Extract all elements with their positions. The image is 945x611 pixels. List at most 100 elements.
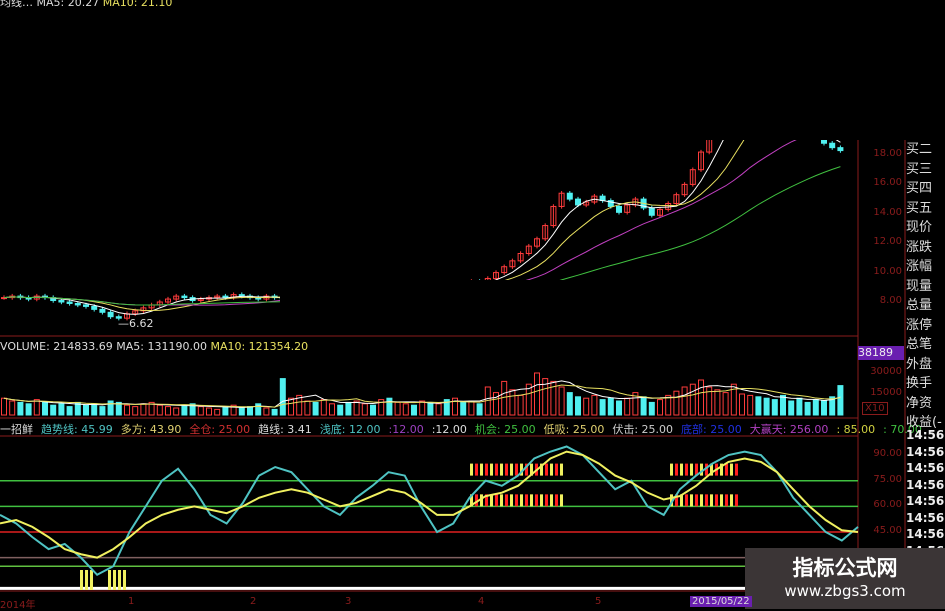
candle	[648, 207, 655, 216]
indicator-value: : 70.00	[883, 423, 922, 436]
volume-bar	[804, 401, 811, 416]
candle	[66, 301, 73, 304]
candle	[525, 245, 532, 254]
x-tick: 1	[128, 596, 135, 607]
volume-bar	[33, 399, 40, 416]
volume-bar	[427, 401, 434, 416]
signal-bar	[485, 463, 488, 476]
trade-time: 14:56	[906, 527, 945, 541]
low-annotation: —6.62	[118, 317, 154, 330]
candle	[173, 295, 180, 300]
candle	[58, 300, 65, 303]
signal-bar	[690, 494, 693, 507]
price-tick: 16.00	[873, 177, 902, 189]
volume-bar	[607, 397, 614, 416]
volume-bar	[435, 403, 442, 416]
candle	[74, 302, 81, 306]
quote-label: 净资	[906, 395, 933, 411]
signal-bar	[550, 463, 553, 476]
signal-bar	[530, 494, 533, 507]
candle	[698, 151, 704, 171]
signal-bar	[475, 494, 478, 507]
ma10-value: MA10: 21.10	[102, 0, 173, 9]
candle	[829, 142, 836, 149]
signal-bar	[560, 463, 563, 476]
volume-bar	[517, 394, 524, 416]
signal-bar	[670, 494, 673, 507]
indicator-value: 趋线: 3.41	[258, 423, 312, 436]
signal-bar	[510, 463, 513, 476]
candle	[837, 147, 844, 152]
signal-bar	[495, 463, 498, 476]
volume-bar	[345, 401, 352, 416]
volume-bar	[165, 406, 171, 416]
volume-bar	[132, 406, 139, 416]
signal-bar	[485, 494, 488, 507]
volume-bar	[706, 386, 713, 416]
x-tick: 3	[345, 596, 352, 607]
quote-label: 涨幅	[906, 259, 933, 274]
signal-bar	[520, 463, 523, 476]
volume-scale-label: X10	[862, 402, 888, 415]
signal-bar	[515, 494, 518, 507]
volume-bar	[296, 394, 303, 416]
volume-bar	[509, 389, 516, 416]
trade-time: 14:56	[906, 477, 945, 492]
volume-bar	[566, 392, 573, 416]
volume-bar	[722, 392, 729, 416]
volume-bar	[222, 406, 229, 416]
signal-bar	[505, 463, 508, 476]
signal-bar	[735, 463, 738, 476]
volume-bar	[673, 390, 680, 416]
candle	[165, 298, 171, 303]
volume-bar	[640, 396, 647, 416]
candle	[575, 198, 581, 206]
indicator-header: 一招鲜 趋势线: 45.99 多方: 43.90 全仓: 25.00 趋线: 3.41 浅…	[0, 421, 930, 437]
volume-bar	[616, 400, 622, 416]
volume-bar	[66, 406, 73, 416]
volume-bar	[83, 404, 89, 416]
candle	[509, 260, 516, 268]
volume-bar	[181, 404, 188, 416]
candle	[624, 204, 631, 213]
candle	[91, 305, 98, 310]
quote-label: 收益(-	[906, 415, 942, 430]
price-tick: 14.00	[873, 206, 902, 218]
signal-bar	[555, 463, 558, 476]
cover	[280, 280, 665, 328]
candle	[566, 192, 573, 200]
x-tick: 2014年	[0, 600, 36, 611]
volume-bar	[534, 372, 540, 416]
volume-bar	[304, 400, 311, 416]
candle	[689, 169, 696, 185]
indicator-value: 低吸: 25.00	[543, 423, 605, 436]
volume-bar	[599, 399, 606, 416]
signal-bar	[123, 570, 126, 590]
candle	[238, 294, 245, 297]
quote-label: 涨跌	[906, 239, 933, 255]
volume-bar	[124, 404, 130, 416]
signal-bar	[695, 494, 698, 507]
volume-ma10-line	[3, 384, 841, 408]
signal-bar	[85, 570, 88, 590]
volume-bar	[17, 401, 24, 416]
watermark-url: www.zbgs3.com	[784, 582, 906, 600]
signal-bar	[500, 463, 503, 476]
volume-tick: 30000	[870, 366, 902, 377]
signal-bar	[720, 494, 723, 507]
indicator-value: 全仓: 25.00	[189, 423, 251, 436]
volume-bar	[550, 380, 557, 416]
signal-bar	[535, 494, 538, 507]
trend-line	[0, 445, 859, 576]
candle	[657, 208, 663, 216]
signal-bar	[675, 463, 678, 476]
volume-bar	[698, 379, 704, 416]
volume-badge: 38189	[858, 346, 904, 360]
signal-bar	[545, 494, 548, 507]
indicator-value: : 85.00	[836, 423, 876, 436]
current-date: 2015/05/22	[690, 596, 752, 607]
quote-label: 现量	[906, 278, 933, 294]
indicator-value: 大赢天: 256.00	[749, 423, 829, 436]
signal-bar	[685, 494, 688, 507]
candle	[115, 316, 122, 319]
